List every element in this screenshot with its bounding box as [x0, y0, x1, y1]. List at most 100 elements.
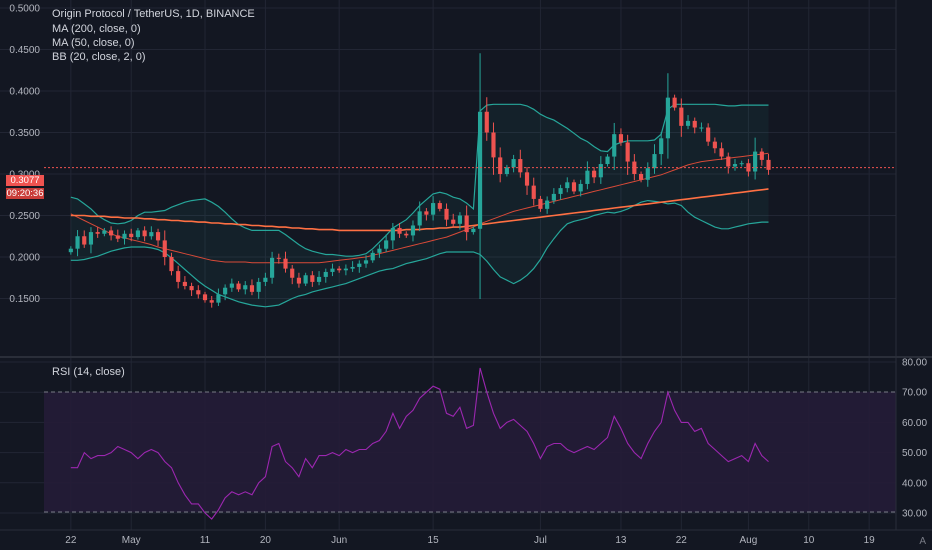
candle-body — [283, 258, 288, 269]
candle-body — [732, 164, 738, 167]
ma200-legend[interactable]: MA (200, close, 0) — [52, 23, 141, 35]
candle-body — [223, 287, 228, 295]
candle-body — [612, 134, 617, 157]
candle-body — [142, 230, 147, 237]
candle-body — [316, 276, 322, 282]
candle-body — [68, 248, 73, 253]
candle-body — [706, 127, 711, 142]
candle-body — [451, 219, 456, 224]
candle-body — [296, 277, 302, 284]
candle-body — [129, 233, 134, 238]
rsi-tick-label: 50.00 — [902, 448, 927, 459]
candle-body — [685, 120, 691, 126]
time-tick-label: 19 — [864, 535, 876, 546]
candle-body — [632, 161, 637, 174]
candle-body — [437, 203, 442, 209]
candle-body — [270, 257, 275, 278]
candle-body — [162, 240, 167, 257]
candle-body — [665, 97, 670, 139]
symbol-legend[interactable]: Origin Protocol / TetherUS, 1D, BINANCE — [52, 8, 255, 20]
candle-body — [75, 236, 80, 249]
price-tick-label: 0.5000 — [9, 4, 40, 15]
candle-body — [545, 200, 550, 209]
candle-body — [390, 227, 395, 241]
candle-body — [638, 174, 644, 180]
candle-body — [149, 232, 154, 237]
candle-body — [598, 164, 603, 178]
rsi-series-line — [70, 367, 769, 520]
auto-scale-button[interactable]: A — [919, 536, 926, 547]
candle-body — [343, 268, 348, 271]
ma50-legend[interactable]: MA (50, close, 0) — [52, 37, 135, 49]
candle-body — [531, 185, 536, 199]
time-tick-label: 20 — [260, 535, 272, 546]
candle-body — [189, 286, 194, 291]
candle-body — [759, 151, 764, 160]
candle-body — [753, 151, 758, 172]
candle-body — [363, 260, 369, 264]
bb-lower-line — [70, 199, 769, 308]
candle-body — [337, 268, 342, 271]
candle-body — [135, 230, 141, 238]
time-tick-label: 15 — [428, 535, 440, 546]
candle-body — [652, 154, 657, 169]
rsi-tick-label: 30.00 — [902, 508, 927, 519]
bb-legend[interactable]: BB (20, close, 2, 0) — [52, 51, 146, 63]
candle-body — [498, 157, 503, 174]
axis-labels: 0.15000.20000.25000.30000.35000.40000.45… — [9, 4, 927, 547]
rsi-tick-label: 80.00 — [902, 358, 927, 369]
candle-body — [229, 283, 234, 288]
candle-body — [699, 127, 704, 129]
price-tick-label: 0.4000 — [9, 87, 40, 98]
candle-body — [303, 275, 308, 284]
candle-body — [672, 97, 677, 108]
countdown-tag: 09:20:36 — [6, 188, 44, 199]
candle-body — [739, 163, 744, 165]
price-tick-label: 0.2000 — [9, 253, 40, 264]
candle-body — [95, 232, 100, 234]
candle-body — [102, 230, 107, 234]
candle-body — [484, 111, 489, 133]
candle-body — [504, 167, 509, 174]
time-tick-label: 13 — [615, 535, 627, 546]
candle-body — [417, 211, 422, 226]
rsi-tick-label: 40.00 — [902, 478, 927, 489]
candle-body — [196, 290, 201, 295]
time-tick-label: Jun — [331, 535, 347, 546]
candle-body — [692, 120, 697, 128]
candle-body — [592, 170, 597, 178]
bb-fill — [70, 104, 769, 307]
candle-body — [202, 294, 208, 301]
rsi-tick-label: 60.00 — [902, 418, 927, 429]
candle-body — [290, 268, 295, 278]
candle-body — [236, 283, 241, 290]
price-tick-label: 0.1500 — [9, 294, 40, 305]
rsi-band-fill — [44, 392, 896, 512]
candle-body — [82, 236, 87, 245]
candle-body — [766, 159, 771, 170]
time-tick-label: 22 — [65, 535, 77, 546]
candle-body — [216, 294, 221, 303]
candle-body — [122, 233, 127, 239]
candle-body — [605, 156, 610, 165]
candle-body — [645, 168, 650, 180]
candle-body — [558, 188, 563, 194]
candle-body — [726, 156, 731, 167]
candle-body — [323, 271, 328, 277]
candle-body — [571, 182, 577, 192]
candle-body — [511, 159, 516, 168]
candle-body — [625, 142, 630, 162]
candle-body — [585, 170, 590, 184]
candle-body — [551, 193, 556, 201]
candle-body — [243, 285, 248, 290]
candle-body — [370, 252, 375, 261]
candle-body — [444, 208, 449, 220]
candle-body — [397, 227, 402, 234]
time-tick-label: 22 — [676, 535, 688, 546]
candle-body — [457, 215, 463, 224]
rsi-legend[interactable]: RSI (14, close) — [52, 366, 125, 378]
candle-body — [518, 159, 523, 173]
price-tick-label: 0.3500 — [9, 128, 40, 139]
rsi-tick-label: 70.00 — [902, 388, 927, 399]
